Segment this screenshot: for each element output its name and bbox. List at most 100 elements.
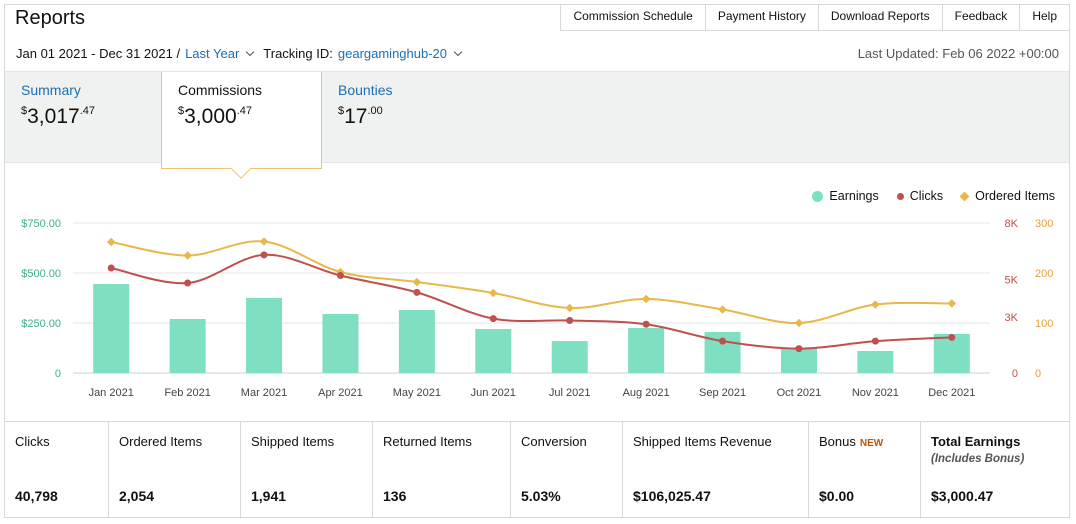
right-tick-label-clicks: 5K [1005,274,1019,286]
bar-earnings [628,328,665,373]
point-clicks [489,315,497,323]
point-ordered-items [412,277,422,287]
top-nav: Commission Schedule Payment History Down… [560,5,1069,31]
line-ordered-items [111,240,952,325]
right-tick-label-items: 100 [1035,318,1053,330]
tab-amount: $17.00 [338,105,383,128]
tab-amount: $3,017.47 [21,105,95,128]
stats-row: Clicks 40,798 Ordered Items 2,054 Shippe… [5,421,1069,517]
stat-bonus: Bonus NEW $0.00 [809,422,921,517]
chart-legend: Earnings Clicks Ordered Items [794,189,1055,203]
left-tick-label: 0 [55,368,61,380]
tracking-label: Tracking ID: [263,46,333,61]
left-tick-label: $500.00 [21,268,61,280]
bar-earnings [857,351,894,373]
bar-earnings [246,298,283,373]
legend-earnings[interactable]: Earnings [812,189,879,203]
point-ordered-items [718,305,727,314]
nav-feedback[interactable]: Feedback [941,5,1020,31]
tab-commissions[interactable]: Commissions $3,000.47 [161,72,322,169]
x-tick-label: Nov 2021 [852,387,899,399]
point-clicks [642,320,650,328]
nav-payment-history[interactable]: Payment History [704,5,818,31]
legend-clicks[interactable]: Clicks [896,189,943,203]
tab-summary[interactable]: Summary $3,017.47 [5,72,161,164]
x-tick-label: Jun 2021 [471,387,516,399]
bar-earnings [398,310,435,373]
point-ordered-items [565,303,574,313]
x-tick-label: Feb 2021 [164,387,210,399]
point-ordered-items [183,251,192,260]
last-updated: Last Updated: Feb 06 2022 +00:00 [857,46,1059,61]
point-clicks [948,333,956,341]
filter-bar: Jan 01 2021 - Dec 31 2021 / Last Year Tr… [16,46,471,61]
x-tick-label: Oct 2021 [777,387,822,399]
point-clicks [260,251,268,259]
bar-earnings [93,284,130,373]
stat-shipped-items: Shipped Items 1,941 [241,422,373,517]
point-ordered-items [489,288,498,298]
x-tick-label: Jan 2021 [89,387,134,399]
period-dropdown[interactable]: Last Year [185,46,240,61]
stat-returned-items: Returned Items 136 [373,422,511,517]
point-ordered-items [641,294,651,304]
nav-download-reports[interactable]: Download Reports [817,5,942,31]
point-clicks [107,264,115,272]
stat-shipped-revenue: Shipped Items Revenue $106,025.47 [623,422,809,517]
tab-label: Bounties [338,82,393,98]
stat-total-earnings: Total Earnings (Includes Bonus) $3,000.4… [931,434,1025,504]
point-clicks [566,317,574,324]
right-tick-label-clicks: 3K [1005,312,1019,324]
point-clicks [336,272,344,279]
clicks-swatch [896,192,904,200]
stat-ordered-items: Ordered Items 2,054 [109,422,241,517]
bar-earnings [551,341,588,373]
point-clicks [719,337,727,345]
tab-label: Summary [21,82,81,98]
x-tick-label: Jul 2021 [549,387,591,399]
left-tick-label: $750.00 [21,218,61,230]
reports-panel: Reports Commission Schedule Payment Hist… [4,4,1070,518]
right-tick-label-items: 200 [1035,268,1053,280]
point-ordered-items [794,318,804,328]
stat-clicks: Clicks 40,798 [5,422,109,517]
right-tick-label-clicks: 0 [1012,368,1018,380]
bar-earnings [169,319,206,373]
chevron-down-icon[interactable] [453,47,463,57]
right-tick-label-items: 0 [1035,368,1041,380]
date-range: Jan 01 2021 - Dec 31 2021 / [16,46,181,61]
nav-commission-schedule[interactable]: Commission Schedule [560,5,705,31]
point-clicks [184,279,192,287]
point-ordered-items [871,300,880,309]
bar-earnings [780,348,817,373]
point-clicks [795,345,803,353]
point-ordered-items [106,237,116,247]
point-clicks [413,288,421,296]
earnings-chart: 0 $250.00 $500.00 $750.00 0 3K 5K 8K 0 100 200 300 J… [21,218,1053,399]
point-ordered-items [259,237,269,246]
x-tick-label: Aug 2021 [623,387,670,399]
summary-tabs: Summary $3,017.47 Commissions $3,000.47 … [5,71,1069,169]
right-tick-label-clicks: 8K [1005,218,1019,230]
point-ordered-items [947,299,957,308]
new-badge: NEW [859,438,884,449]
stat-conversion: Conversion 5.03% [511,422,623,517]
x-tick-label: Mar 2021 [241,387,287,399]
right-tick-label-items: 300 [1035,218,1053,230]
tab-amount: $3,000.47 [178,105,252,128]
bar-earnings [322,314,359,373]
x-tick-label: Apr 2021 [318,387,363,399]
page-title: Reports [15,7,86,29]
point-clicks [871,337,879,345]
tab-label: Commissions [178,82,263,98]
bar-earnings [475,329,512,373]
tracking-id-dropdown[interactable]: geargaminghub-20 [337,46,448,61]
earnings-swatch [812,190,824,202]
x-tick-label: May 2021 [393,387,441,399]
legend-ordered-items[interactable]: Ordered Items [959,189,1055,203]
nav-help[interactable]: Help [1019,5,1069,31]
chevron-down-icon[interactable] [246,47,255,57]
left-tick-label: $250.00 [21,318,61,330]
x-tick-label: Sep 2021 [699,387,746,399]
tab-bounties[interactable]: Bounties $17.00 [322,72,482,164]
